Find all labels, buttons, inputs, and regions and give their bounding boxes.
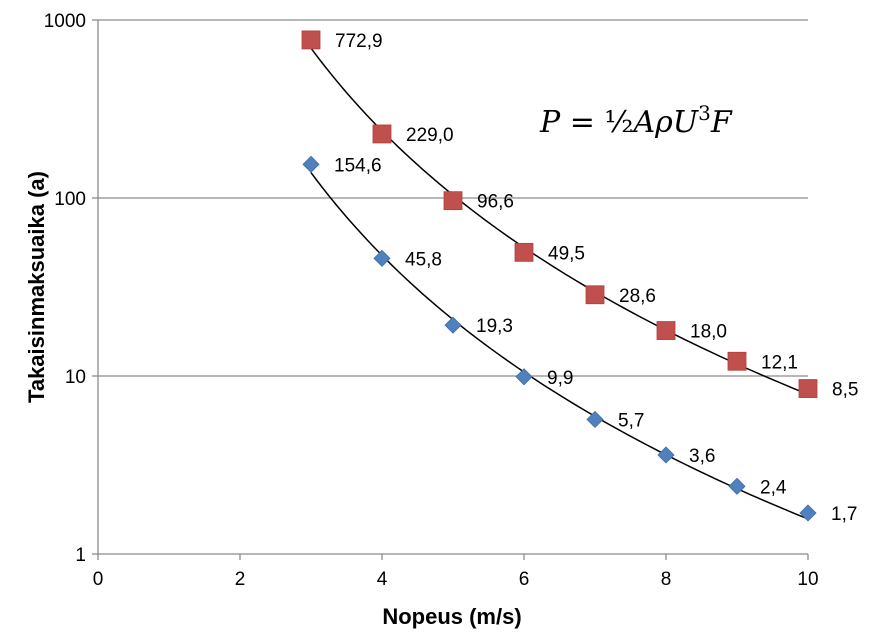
data-label-diamond-3: 9,9 (547, 368, 573, 389)
data-label-diamond-7: 1,7 (831, 504, 857, 525)
data-label-square-5: 18,0 (690, 322, 727, 343)
marker-square-5 (656, 321, 676, 340)
data-label-square-4: 28,6 (619, 286, 656, 307)
y-tick-label-3: 1000 (44, 11, 86, 32)
data-label-square-6: 12,1 (761, 352, 798, 373)
x-axis-title: Nopeus (m/s) (382, 604, 521, 629)
y-tick-label-2: 100 (54, 189, 86, 210)
marker-square-1 (372, 124, 392, 144)
data-label-diamond-1: 45,8 (405, 249, 442, 270)
marker-diamond-6 (728, 477, 746, 495)
marker-square-7 (798, 379, 818, 398)
marker-diamond-7 (799, 504, 817, 522)
data-label-diamond-2: 19,3 (476, 316, 513, 337)
marker-square-6 (727, 351, 747, 371)
data-label-diamond-5: 3,6 (689, 446, 715, 467)
y-axis-title: Takaisinmaksuaika (a) (24, 171, 49, 403)
data-label-square-1: 229,0 (406, 125, 454, 146)
data-markers (301, 30, 818, 522)
data-label-diamond-4: 5,7 (618, 410, 644, 431)
data-label-square-0: 772,9 (335, 31, 383, 52)
marker-diamond-4 (586, 410, 604, 429)
data-label-square-2: 96,6 (477, 192, 514, 213)
marker-diamond-3 (515, 368, 533, 386)
x-tick-label-5: 10 (797, 569, 818, 590)
data-label-diamond-6: 2,4 (760, 477, 787, 498)
marker-square-4 (585, 285, 605, 305)
marker-square-0 (301, 30, 321, 50)
axes (92, 19, 809, 560)
x-tick-label-0: 0 (93, 569, 104, 590)
tick-labels: 1 10 100 1000 0 2 4 6 8 10 (44, 11, 819, 590)
formula-annotation: P = ½AρU3F (539, 101, 733, 140)
data-labels: 772,9 229,0 96,6 49,5 28,6 18,0 12,1 8,5 154,6 45… (334, 31, 858, 525)
trendline-series-0 (310, 47, 809, 396)
marker-square-3 (514, 242, 534, 262)
y-tick-label-1: 10 (65, 367, 86, 388)
x-tick-label-3: 6 (519, 569, 530, 590)
marker-diamond-0 (302, 155, 320, 173)
trendline-series-1 (310, 172, 809, 520)
data-label-diamond-0: 154,6 (334, 155, 382, 176)
data-label-square-7: 8,5 (832, 380, 858, 401)
marker-square-2 (443, 191, 463, 211)
marker-diamond-5 (657, 446, 675, 464)
data-label-square-3: 49,5 (548, 243, 585, 264)
marker-diamond-2 (444, 316, 462, 334)
y-tick-label-0: 1 (75, 545, 86, 566)
x-tick-label-2: 4 (377, 569, 388, 590)
x-tick-label-4: 8 (661, 569, 672, 590)
x-tick-label-1: 2 (235, 569, 246, 590)
trendlines (310, 47, 809, 520)
marker-diamond-1 (373, 249, 391, 267)
